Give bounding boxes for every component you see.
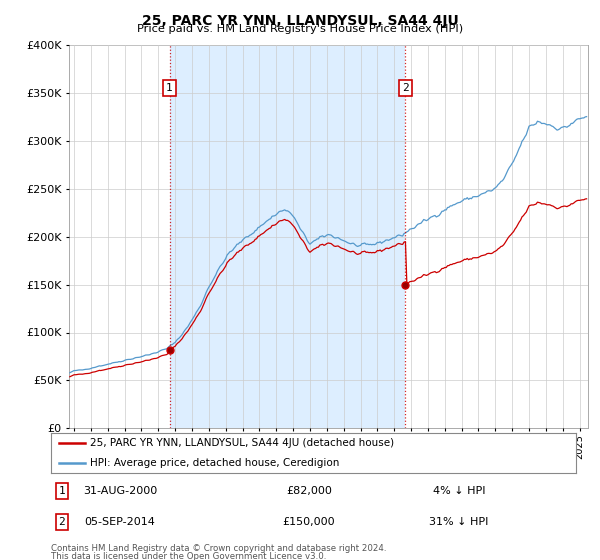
- Text: 2: 2: [402, 83, 409, 93]
- Text: 4% ↓ HPI: 4% ↓ HPI: [433, 486, 485, 496]
- Text: 1: 1: [58, 486, 65, 496]
- Text: 25, PARC YR YNN, LLANDYSUL, SA44 4JU (detached house): 25, PARC YR YNN, LLANDYSUL, SA44 4JU (de…: [91, 438, 395, 448]
- Text: 31-AUG-2000: 31-AUG-2000: [83, 486, 157, 496]
- Text: 05-SEP-2014: 05-SEP-2014: [85, 517, 155, 527]
- Text: 1: 1: [166, 83, 173, 93]
- Text: HPI: Average price, detached house, Ceredigion: HPI: Average price, detached house, Cere…: [91, 458, 340, 468]
- Text: 25, PARC YR YNN, LLANDYSUL, SA44 4JU: 25, PARC YR YNN, LLANDYSUL, SA44 4JU: [142, 14, 458, 28]
- Text: Price paid vs. HM Land Registry's House Price Index (HPI): Price paid vs. HM Land Registry's House …: [137, 24, 463, 34]
- Text: £150,000: £150,000: [283, 517, 335, 527]
- Text: 31% ↓ HPI: 31% ↓ HPI: [430, 517, 488, 527]
- Text: Contains HM Land Registry data © Crown copyright and database right 2024.: Contains HM Land Registry data © Crown c…: [51, 544, 386, 553]
- Bar: [170, 45, 406, 428]
- Text: £82,000: £82,000: [286, 486, 332, 496]
- Text: 2: 2: [58, 517, 65, 527]
- Text: This data is licensed under the Open Government Licence v3.0.: This data is licensed under the Open Gov…: [51, 552, 326, 560]
